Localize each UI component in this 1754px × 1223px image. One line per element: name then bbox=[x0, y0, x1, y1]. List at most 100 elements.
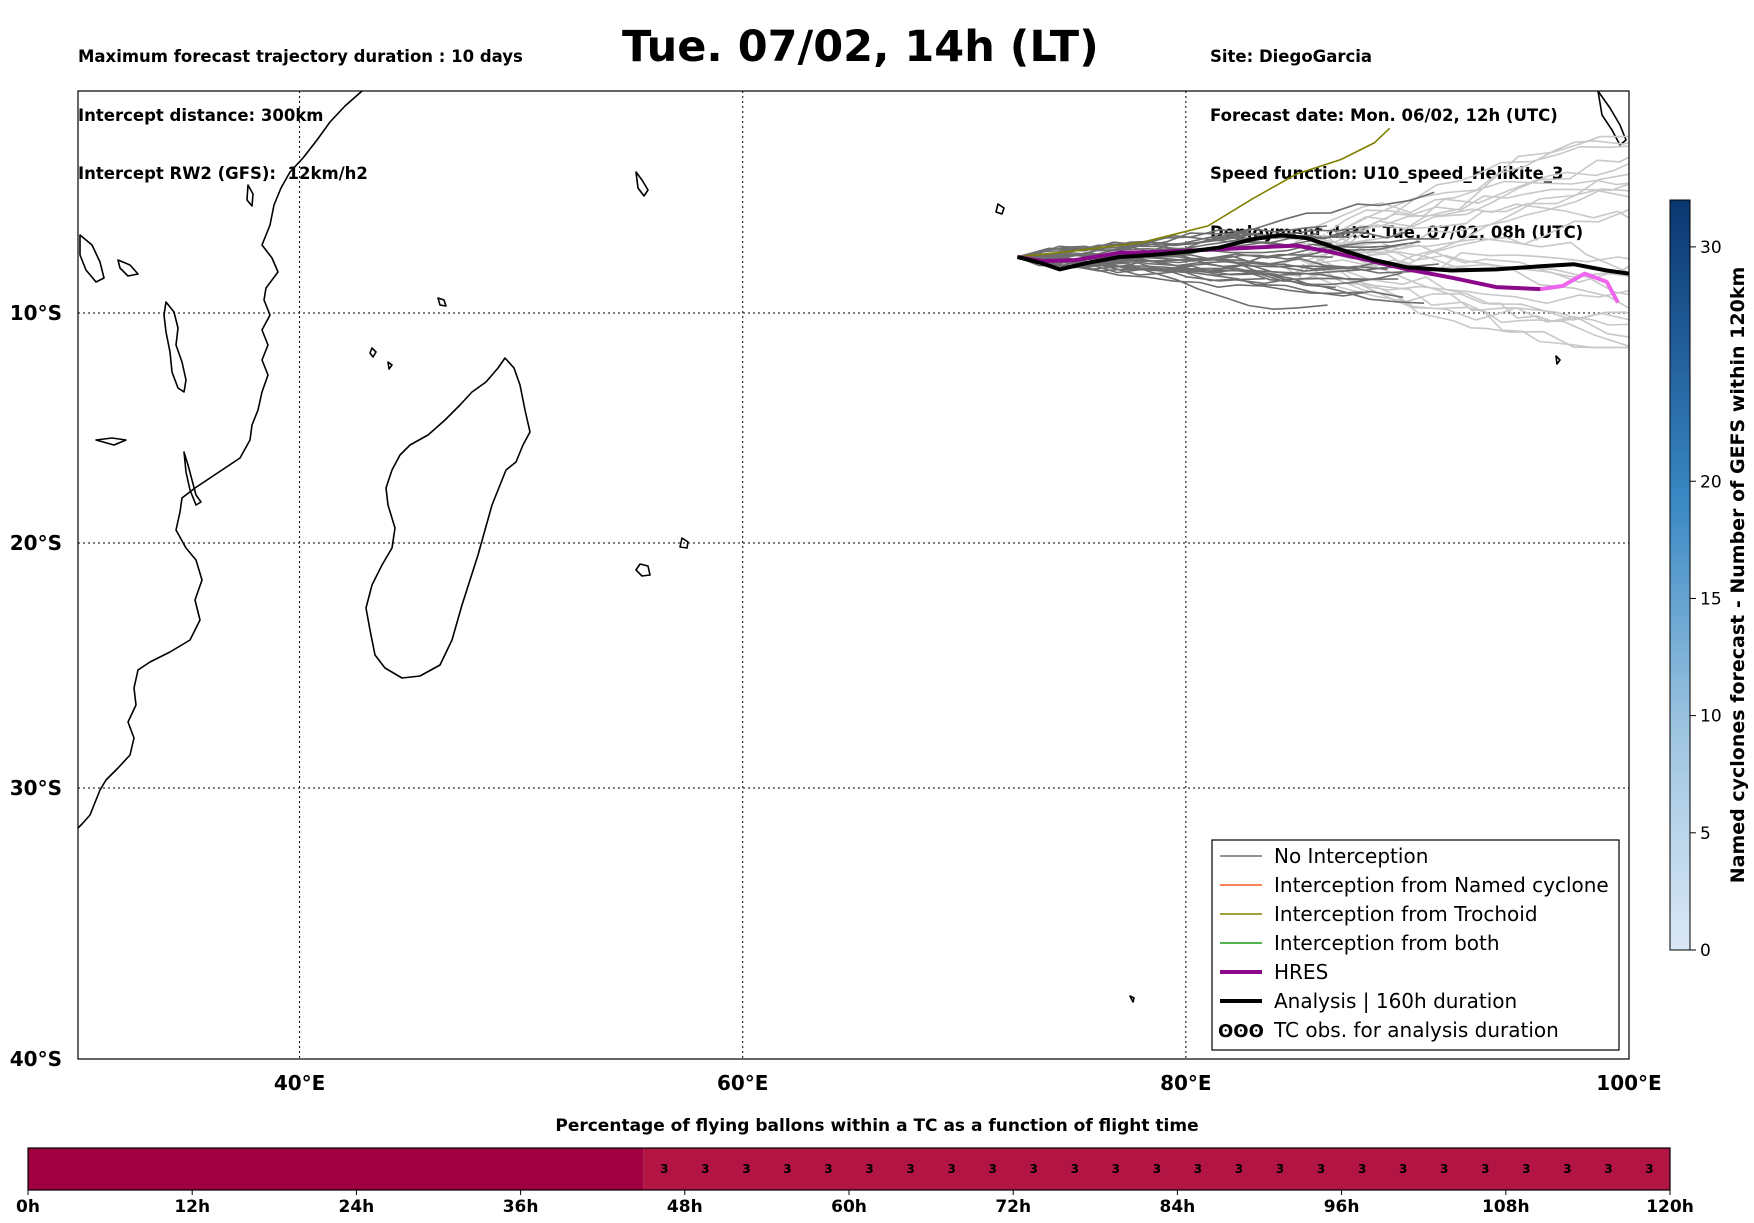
pct-cell-label: 3 bbox=[988, 1162, 996, 1176]
ensemble-track bbox=[1017, 225, 1369, 260]
pct-cell-label: 3 bbox=[865, 1162, 873, 1176]
legend-label-both: Interception from both bbox=[1274, 931, 1500, 955]
pct-cell-label: 3 bbox=[1317, 1162, 1325, 1176]
legend-label-tc-obs: TC obs. for analysis duration bbox=[1273, 1018, 1559, 1042]
ensemble-track-late bbox=[1345, 278, 1629, 305]
ensemble-track-late bbox=[1293, 208, 1629, 267]
madagascar-coastline bbox=[365, 357, 531, 679]
reunion-island bbox=[635, 563, 651, 577]
pct-time-label: 96h bbox=[1324, 1197, 1360, 1217]
pct-time-label: 120h bbox=[1646, 1197, 1694, 1217]
legend-label-named-cyclone: Interception from Named cyclone bbox=[1274, 873, 1609, 897]
pct-zero-segment bbox=[28, 1148, 644, 1190]
pct-time-label: 12h bbox=[174, 1197, 210, 1217]
pct-cell-label: 3 bbox=[783, 1162, 791, 1176]
lon-tick-label: 80°E bbox=[1160, 1071, 1212, 1095]
ensemble-track-late bbox=[1286, 268, 1629, 326]
lon-tick-label: 60°E bbox=[717, 1071, 769, 1095]
ensemble-track-late bbox=[1350, 251, 1629, 271]
pct-cell-label: 3 bbox=[701, 1162, 709, 1176]
legend-box: No Interception Interception from Named c… bbox=[1211, 839, 1620, 1051]
comoros-island-2 bbox=[387, 361, 393, 370]
chagos-islands bbox=[995, 203, 1005, 215]
legend-label-trochoid: Interception from Trochoid bbox=[1274, 902, 1538, 926]
lat-tick-label: 30°S bbox=[10, 776, 62, 800]
pct-cell-label: 3 bbox=[1276, 1162, 1284, 1176]
ensemble-track-late bbox=[1322, 233, 1629, 338]
pct-cell-label: 3 bbox=[1153, 1162, 1161, 1176]
ensemble-track-late bbox=[1310, 254, 1629, 321]
seychelles-islands bbox=[635, 171, 649, 197]
lat-tick-label: 40°S bbox=[10, 1047, 62, 1071]
ensemble-track-late bbox=[1300, 241, 1629, 278]
pct-time-label: 84h bbox=[1160, 1197, 1196, 1217]
speed-function-text: Speed function: U10_speed_Helikite_3 bbox=[1210, 164, 1564, 183]
pct-cell-label: 3 bbox=[1563, 1162, 1571, 1176]
pct-cell-label: 3 bbox=[906, 1162, 914, 1176]
legend-label-analysis: Analysis | 160h duration bbox=[1274, 989, 1517, 1013]
header-left-info: Maximum forecast trajectory duration : 1… bbox=[78, 8, 523, 203]
colorbar-tick-label: 5 bbox=[1700, 824, 1711, 844]
sumatra-fragment bbox=[1597, 91, 1627, 146]
hres-track bbox=[1017, 243, 1541, 292]
mauritius-island bbox=[679, 537, 689, 549]
colorbar-ramp bbox=[1669, 199, 1691, 951]
pct-cell-label: 3 bbox=[947, 1162, 955, 1176]
pct-cell-label: 3 bbox=[1235, 1162, 1243, 1176]
pct-cell-label: 3 bbox=[1604, 1162, 1612, 1176]
percentage-bar: 3 3 3 3 3 3 3 3 3 3 3 3 3 3 3 3 3 3 3 3 3 3 3 3 3 0h 12h 24h 36h 48h 6… bbox=[16, 1147, 1694, 1217]
legend-frame bbox=[1211, 839, 1620, 1051]
pct-cell-label: 3 bbox=[1481, 1162, 1489, 1176]
forecast-date-text: Forecast date: Mon. 06/02, 12h (UTC) bbox=[1210, 105, 1558, 125]
ensemble-track-late bbox=[1339, 139, 1629, 233]
pct-cell-label: 3 bbox=[1522, 1162, 1530, 1176]
ensemble-track-late bbox=[1325, 183, 1629, 235]
pct-cell-label: 3 bbox=[1399, 1162, 1407, 1176]
lon-tick-label: 100°E bbox=[1596, 1071, 1661, 1095]
colorbar-tick-label: 15 bbox=[1700, 589, 1722, 609]
ensemble-track-late bbox=[1281, 173, 1629, 265]
lat-tick-label: 20°S bbox=[10, 531, 62, 555]
legend-symbol-tc-obs: ʘʘʘ bbox=[1218, 1021, 1264, 1042]
lake-kariba bbox=[95, 437, 127, 446]
intercept-rw2-text: Intercept RW2 (GFS): 12km/h2 bbox=[78, 164, 368, 183]
colorbar-tick-label: 0 bbox=[1700, 941, 1711, 961]
pct-time-label: 48h bbox=[667, 1197, 703, 1217]
percentage-bar-title: Percentage of flying ballons within a TC… bbox=[555, 1116, 1199, 1136]
ensemble-track bbox=[1017, 256, 1403, 286]
trochoid-interception-track bbox=[1017, 127, 1391, 258]
site-text: Site: DiegoGarcia bbox=[1210, 47, 1373, 66]
trajectory-tracks bbox=[1017, 127, 1629, 349]
colorbar: 0 5 10 15 20 30 Named cyclones forecast - Num… bbox=[1669, 199, 1749, 961]
lake-malawi bbox=[183, 451, 202, 506]
pct-cell-label: 3 bbox=[1358, 1162, 1366, 1176]
pct-cell-label: 3 bbox=[1194, 1162, 1202, 1176]
ensemble-track-late bbox=[1301, 263, 1629, 349]
pct-cell-label: 3 bbox=[1112, 1162, 1120, 1176]
zanzibar-island bbox=[246, 184, 254, 207]
pct-time-label: 36h bbox=[503, 1197, 539, 1217]
coastlines bbox=[78, 91, 1627, 1003]
pct-time-label: 24h bbox=[339, 1197, 375, 1217]
legend-label-no-interception: No Interception bbox=[1274, 844, 1428, 868]
lon-tick-label: 40°E bbox=[274, 1071, 326, 1095]
pct-cell-label: 3 bbox=[1440, 1162, 1448, 1176]
pct-value-segment bbox=[643, 1148, 1670, 1190]
amsterdam-island bbox=[1129, 995, 1135, 1003]
ensemble-track-late bbox=[1290, 156, 1629, 276]
ensemble-track-late bbox=[1284, 268, 1629, 347]
pct-cell-label: 3 bbox=[660, 1162, 668, 1176]
colorbar-tick-label: 20 bbox=[1700, 472, 1722, 492]
pct-cell-label: 3 bbox=[1071, 1162, 1079, 1176]
intercept-distance-text: Intercept distance: 300km bbox=[78, 105, 324, 125]
pct-cell-label: 3 bbox=[1030, 1162, 1038, 1176]
africa-coastline bbox=[78, 91, 363, 829]
pct-cell-label: 3 bbox=[824, 1162, 832, 1176]
pct-time-label: 72h bbox=[995, 1197, 1031, 1217]
cocos-islands bbox=[1555, 355, 1561, 365]
colorbar-tick-label: 30 bbox=[1700, 238, 1722, 258]
pct-time-label: 108h bbox=[1482, 1197, 1530, 1217]
legend-label-hres: HRES bbox=[1274, 960, 1328, 984]
comoros-island-1 bbox=[369, 347, 377, 358]
